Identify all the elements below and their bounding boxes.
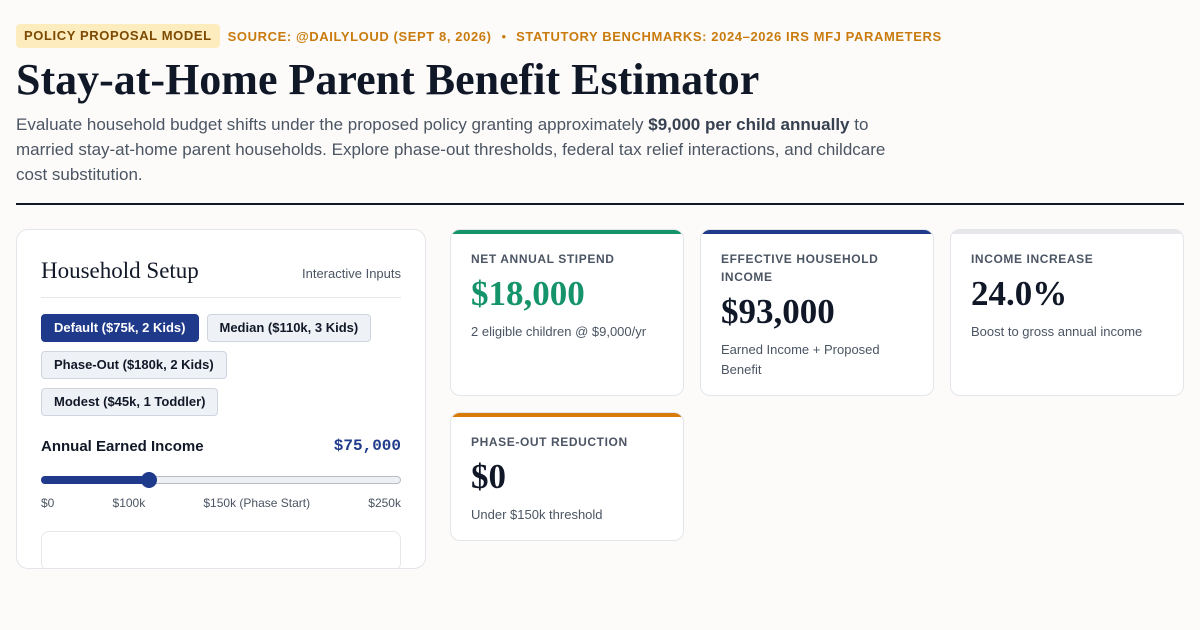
lead-text-start: Evaluate household budget shifts under t… bbox=[16, 115, 649, 134]
slider-ticks: $0 $100k $150k (Phase Start) $250k bbox=[41, 496, 401, 510]
metric-label: INCOME INCREASE bbox=[971, 252, 1094, 266]
tick-label: $150k (Phase Start) bbox=[203, 496, 311, 510]
metric-value: $93,000 bbox=[721, 292, 835, 331]
preset-median-button[interactable]: Median ($110k, 3 Kids) bbox=[206, 314, 372, 342]
household-setup-panel: Household Setup Interactive Inputs Defau… bbox=[16, 229, 426, 569]
effective-income-card: EFFECTIVE HOUSEHOLD INCOME $93,000 Earne… bbox=[700, 229, 934, 396]
metric-value: $0 bbox=[471, 457, 506, 496]
additional-inputs-panel bbox=[41, 531, 401, 568]
metric-value: $18,000 bbox=[471, 274, 585, 313]
income-value: $75,000 bbox=[333, 437, 401, 455]
metric-note: 2 eligible children @ $9,000/yr bbox=[471, 324, 647, 339]
tick-label: $100k bbox=[112, 496, 146, 510]
income-increase-card: INCOME INCREASE 24.0% Boost to gross ann… bbox=[950, 229, 1184, 396]
metric-value: 24.0% bbox=[971, 274, 1068, 313]
preset-modest-button[interactable]: Modest ($45k, 1 Toddler) bbox=[41, 388, 219, 416]
metric-label: NET ANNUAL STIPEND bbox=[471, 252, 615, 266]
preset-default-button[interactable]: Default ($75k, 2 Kids) bbox=[41, 314, 199, 342]
slider-thumb[interactable] bbox=[141, 472, 157, 488]
benchmark-note: STATUTORY BENCHMARKS: 2024–2026 IRS MFJ … bbox=[516, 28, 942, 44]
preset-phase-out-button[interactable]: Phase-Out ($180k, 2 Kids) bbox=[41, 351, 227, 379]
metric-label: PHASE-OUT REDUCTION bbox=[471, 435, 628, 449]
meta-separator: • bbox=[501, 28, 507, 44]
net-stipend-card: NET ANNUAL STIPEND $18,000 2 eligible ch… bbox=[450, 229, 684, 396]
page-title: Stay-at-Home Parent Benefit Estimator bbox=[16, 55, 760, 104]
source-credit: SOURCE: @DAILYLOUD (SEPT 8, 2026) bbox=[227, 28, 492, 44]
metric-note: Boost to gross annual income bbox=[971, 324, 1143, 339]
setup-subtitle: Interactive Inputs bbox=[302, 266, 401, 281]
metric-note: Under $150k threshold bbox=[471, 507, 603, 522]
slider-fill bbox=[41, 476, 149, 484]
lead-highlight: $9,000 per child annually bbox=[648, 115, 850, 134]
metric-note: Earned Income + Proposed Benefit bbox=[721, 342, 880, 377]
lead-text-end: to married stay-at-home parent household… bbox=[16, 115, 886, 184]
page-description: Evaluate household budget shifts under t… bbox=[16, 112, 896, 187]
tick-label: $0 bbox=[41, 496, 55, 510]
income-row: Annual Earned Income $75,000 bbox=[41, 437, 401, 455]
setup-header: Household Setup Interactive Inputs bbox=[41, 230, 401, 298]
income-label: Annual Earned Income bbox=[41, 437, 204, 455]
preset-group: Default ($75k, 2 Kids) Median ($110k, 3 … bbox=[41, 314, 381, 416]
header-meta: POLICY PROPOSAL MODEL SOURCE: @DAILYLOUD… bbox=[16, 24, 942, 48]
setup-title: Household Setup bbox=[41, 258, 199, 283]
header-divider bbox=[16, 203, 1184, 205]
income-slider[interactable] bbox=[41, 472, 401, 488]
metric-label: EFFECTIVE HOUSEHOLD INCOME bbox=[721, 252, 879, 284]
phase-out-card: PHASE-OUT REDUCTION $0 Under $150k thres… bbox=[450, 412, 684, 541]
policy-tag: POLICY PROPOSAL MODEL bbox=[16, 24, 220, 48]
tick-label: $250k bbox=[368, 496, 401, 510]
